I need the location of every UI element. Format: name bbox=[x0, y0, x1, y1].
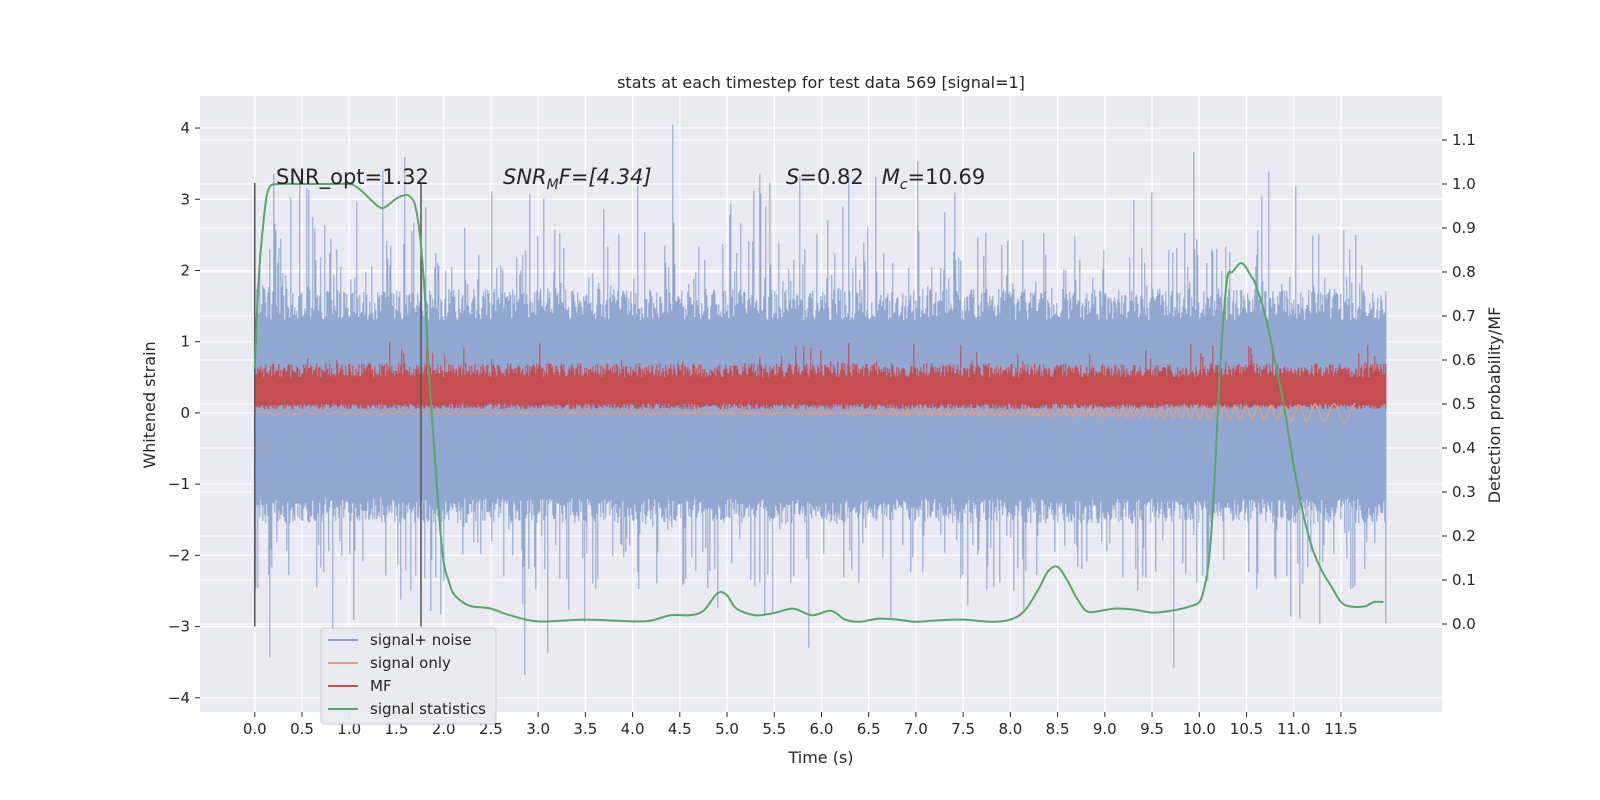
signal-only-trace bbox=[254, 402, 1356, 424]
x-tick-label: 10.0 bbox=[1183, 720, 1216, 738]
y-tick-label: 3 bbox=[180, 190, 190, 208]
y-right-tick-label: 0.7 bbox=[1452, 307, 1476, 325]
y-tick-label: 4 bbox=[180, 119, 190, 137]
x-tick-label: 3.5 bbox=[573, 720, 597, 738]
y-tick-label: 0 bbox=[180, 404, 190, 422]
y-right-tick-label: 0.4 bbox=[1452, 439, 1476, 457]
y-axis-label-left: Whitened strain bbox=[140, 341, 159, 468]
annotation-snr-mf: SNRMF=[4.34] bbox=[503, 165, 652, 193]
y-right-tick-label: 1.1 bbox=[1452, 131, 1476, 149]
y-tick-label: −2 bbox=[168, 546, 190, 564]
x-axis-label: Time (s) bbox=[787, 748, 853, 767]
x-tick-label: 11.5 bbox=[1324, 720, 1357, 738]
x-tick-label: 11.0 bbox=[1277, 720, 1310, 738]
x-tick-label: 4.5 bbox=[668, 720, 692, 738]
y-axis-label-right: Detection probability/MF bbox=[1485, 307, 1504, 504]
y-right-tick-label: 0.2 bbox=[1452, 527, 1476, 545]
x-tick-label: 3.0 bbox=[526, 720, 550, 738]
x-tick-label: 6.5 bbox=[857, 720, 881, 738]
legend-label-mf: MF bbox=[370, 677, 392, 695]
x-tick-label: 0.0 bbox=[243, 720, 267, 738]
y-right-tick-label: 0.1 bbox=[1452, 571, 1476, 589]
y-tick-label: −1 bbox=[168, 475, 190, 493]
annotation-s-var: S bbox=[786, 165, 799, 189]
series-signal-statistics bbox=[253, 182, 1384, 623]
annotation-snr-mf-sub: M bbox=[547, 177, 559, 193]
annotation-mc-sub: c bbox=[900, 177, 908, 193]
annotation-snr-mf-main: SNR bbox=[503, 165, 547, 189]
legend-box bbox=[320, 627, 497, 725]
x-tick-label: 8.0 bbox=[998, 720, 1022, 738]
annotation-s-value: =0.82 bbox=[799, 165, 863, 189]
y-right-tick-label: 0.9 bbox=[1452, 219, 1476, 237]
x-tick-label: 6.0 bbox=[810, 720, 834, 738]
y-right-tick-label: 0.6 bbox=[1452, 351, 1476, 369]
legend-label-signal-only: signal only bbox=[370, 654, 451, 672]
annotation-mc-value: =10.69 bbox=[908, 165, 986, 189]
y-tick-label: −4 bbox=[168, 689, 190, 707]
x-tick-label: 0.5 bbox=[290, 720, 314, 738]
annotation-s-mc: S=0.82 Mc=10.69 bbox=[786, 165, 985, 193]
series-signal-only bbox=[254, 402, 1356, 424]
annotation-snr-opt: SNR_opt=1.32 bbox=[276, 165, 429, 190]
y-right-tick-label: 0.5 bbox=[1452, 395, 1476, 413]
chart-title: stats at each timestep for test data 569… bbox=[617, 73, 1025, 92]
x-tick-label: 4.0 bbox=[621, 720, 645, 738]
y-right-tick-label: 1.0 bbox=[1452, 175, 1476, 193]
x-tick-label: 5.5 bbox=[762, 720, 786, 738]
legend-label-signal-statistics: signal statistics bbox=[370, 700, 486, 718]
x-tick-label: 8.5 bbox=[1046, 720, 1070, 738]
annotation-snr-mf-rest: F=[4.34] bbox=[559, 165, 652, 189]
y-tick-label: −3 bbox=[168, 618, 190, 636]
x-tick-label: 7.5 bbox=[951, 720, 975, 738]
x-tick-label: 5.0 bbox=[715, 720, 739, 738]
x-tick-label: 10.5 bbox=[1230, 720, 1263, 738]
x-axis-ticks: 0.0 0.5 1.0 1.5 2.0 2.5 3.0 3.5 4.0 4.5 5.0 5.5 6.0 6… bbox=[243, 712, 1358, 738]
y-axis-right-ticks: 1.1 1.0 0.9 0.8 0.7 0.6 0.5 0.4 0.3 0.2 0.1 0.0 bbox=[1442, 131, 1476, 633]
legend: signal+ noise signal only MF signal stat… bbox=[320, 627, 497, 725]
annotation-mc-var: M bbox=[882, 165, 900, 189]
y-right-tick-label: 0.8 bbox=[1452, 263, 1476, 281]
x-tick-label: 7.0 bbox=[904, 720, 928, 738]
y-tick-label: 2 bbox=[180, 261, 190, 279]
legend-label-signal-noise: signal+ noise bbox=[370, 631, 472, 649]
y-right-tick-label: 0.0 bbox=[1452, 615, 1476, 633]
x-tick-label: 9.0 bbox=[1093, 720, 1117, 738]
signal-statistics-line bbox=[253, 182, 1384, 623]
y-tick-label: 1 bbox=[180, 333, 190, 351]
y-right-tick-label: 0.3 bbox=[1452, 483, 1476, 501]
x-tick-label: 9.5 bbox=[1140, 720, 1164, 738]
y-axis-left-ticks: 4 3 2 1 0 −1 −2 −3 −4 bbox=[168, 119, 200, 707]
